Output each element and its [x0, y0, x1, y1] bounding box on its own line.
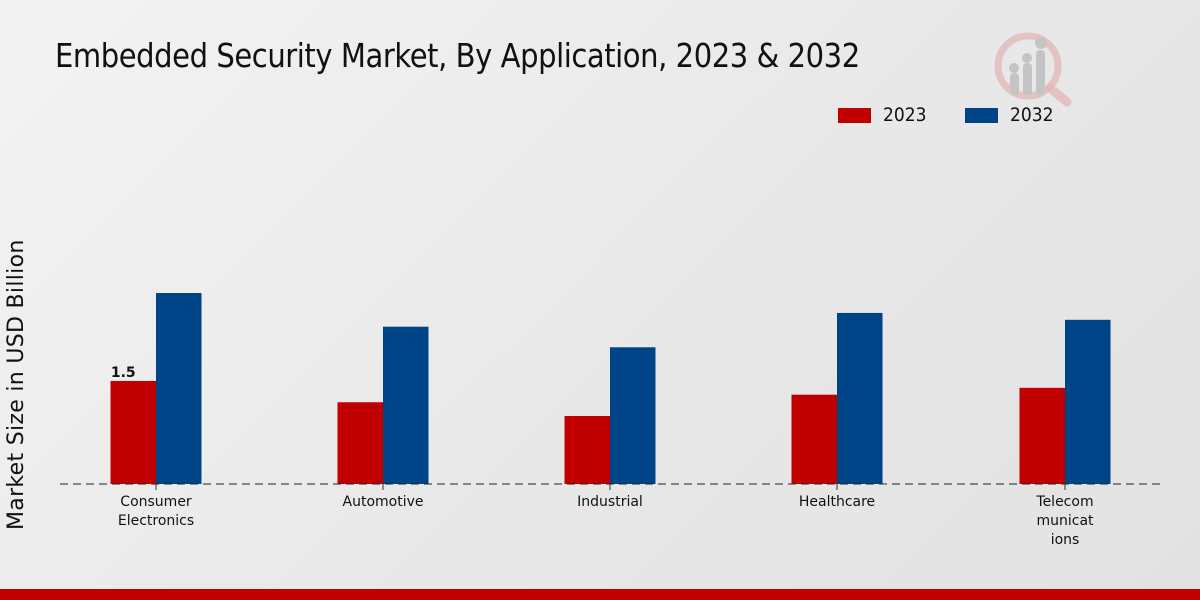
legend: 2023 2032 — [838, 104, 1093, 126]
bar-healthcare-2023[interactable] — [791, 394, 838, 484]
footer-bar — [0, 589, 1200, 600]
x-tick-label-telecommunications: Telecom municat ions — [1035, 494, 1094, 548]
bar-consumerelectronics-2023[interactable] — [110, 380, 157, 484]
bar-telecommunications-2023[interactable] — [1019, 387, 1066, 484]
x-tick-label-line: municat — [1036, 513, 1094, 529]
legend-item-2032[interactable]: 2032 — [965, 104, 1058, 126]
legend-swatch-2023 — [838, 107, 871, 123]
x-tick-label-industrial: Industrial — [577, 494, 643, 510]
x-tick-label-line: Telecom — [1035, 494, 1093, 510]
bar-industrial-2023[interactable] — [564, 415, 611, 484]
x-tick-label-line: Automotive — [343, 494, 424, 510]
x-tick-label-line: Healthcare — [799, 494, 875, 510]
x-tick-label-line: ions — [1051, 532, 1080, 548]
x-tick-label-line: Electronics — [118, 513, 194, 529]
x-tick-label-automotive: Automotive — [343, 494, 424, 510]
bar-telecommunications-2032[interactable] — [1065, 319, 1111, 484]
bar-healthcare-2032[interactable] — [837, 312, 883, 484]
x-tick-label-healthcare: Healthcare — [799, 494, 875, 510]
bar-industrial-2032[interactable] — [610, 347, 656, 484]
x-tick-label-line: Industrial — [577, 494, 643, 510]
data-label-2023-0: 1.5 — [111, 365, 136, 381]
bar-automotive-2023[interactable] — [337, 402, 384, 484]
chart-title: Embedded Security Market, By Application… — [55, 36, 860, 75]
bar-automotive-2032[interactable] — [383, 326, 429, 484]
bar-consumerelectronics-2032[interactable] — [156, 293, 202, 484]
x-tick-label-line: Consumer — [120, 494, 192, 510]
legend-item-2023[interactable]: 2023 — [838, 104, 931, 126]
legend-swatch-2032 — [965, 107, 999, 123]
legend-label-2032: 2032 — [1010, 104, 1054, 126]
x-tick-label-consumerelectronics: Consumer Electronics — [118, 494, 194, 529]
legend-label-2023: 2023 — [883, 104, 927, 126]
magnifier-chart-logo-icon — [994, 32, 1072, 107]
